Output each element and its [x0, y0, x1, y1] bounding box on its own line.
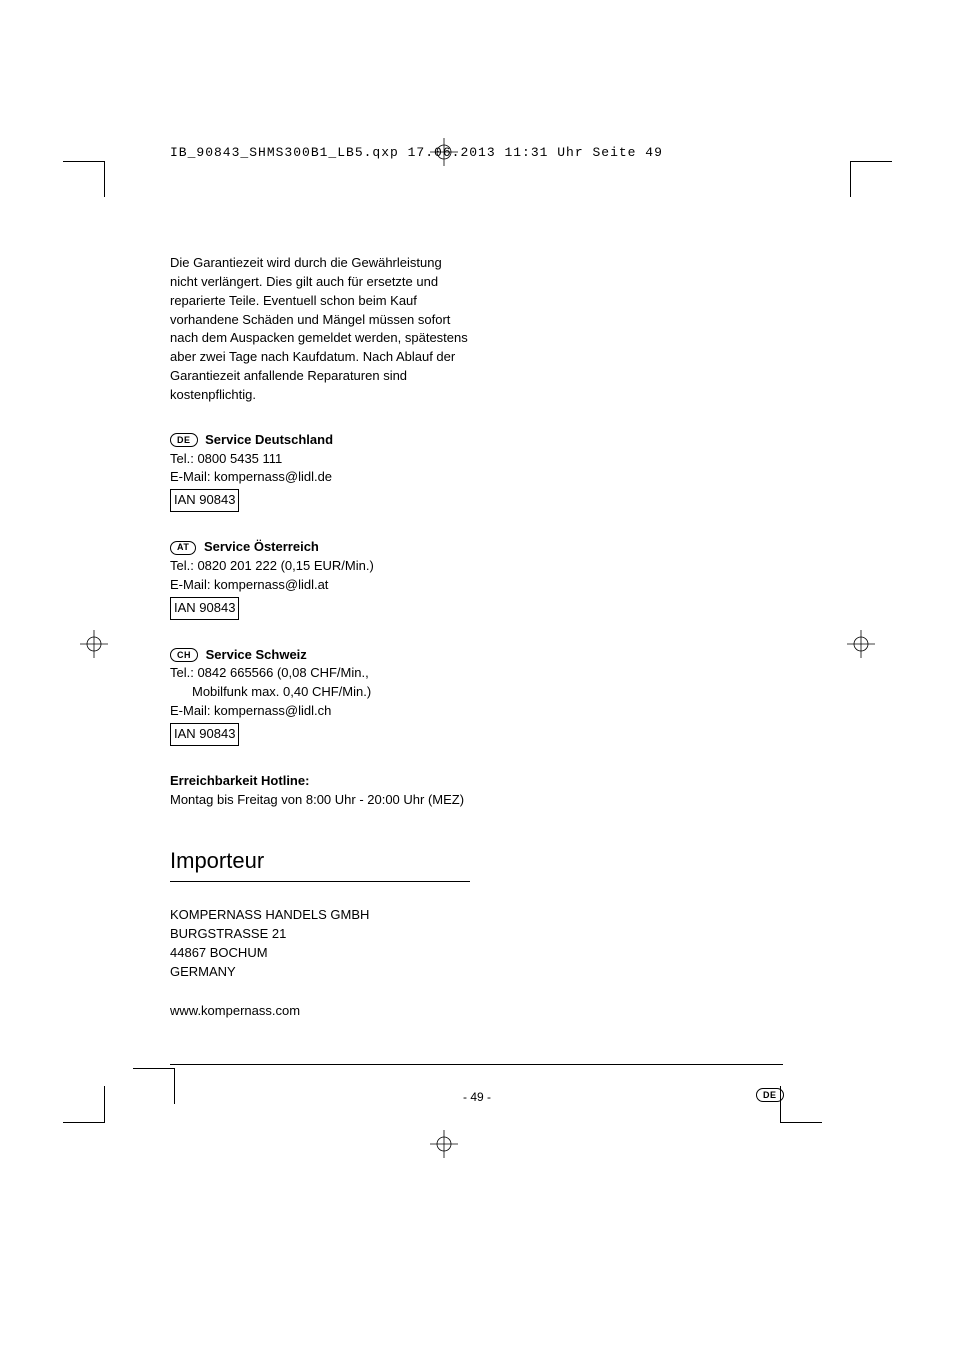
service-at-tel: Tel.: 0820 201 222 (0,15 EUR/Min.) [170, 557, 470, 576]
page-number: - 49 - [0, 1090, 954, 1104]
crop-mark [850, 161, 892, 162]
service-ch: CH Service Schweiz Tel.: 0842 665566 (0,… [170, 646, 470, 746]
service-de-title: Service Deutschland [205, 432, 333, 447]
crop-mark [63, 161, 105, 162]
importer-country: GERMANY [170, 963, 470, 982]
at-badge-icon: AT [170, 541, 196, 555]
footer-de-badge-icon: DE [756, 1088, 784, 1102]
service-ch-email: E-Mail: kompernass@lidl.ch [170, 702, 470, 721]
file-header: IB_90843_SHMS300B1_LB5.qxp 17.06.2013 11… [170, 145, 663, 160]
service-at-ian: IAN 90843 [170, 597, 239, 620]
page-content: Die Garantiezeit wird durch die Gewährle… [170, 254, 470, 1021]
importer-block: KOMPERNASS HANDELS GMBH BURGSTRASSE 21 4… [170, 906, 470, 1020]
importer-web: www.kompernass.com [170, 1002, 470, 1021]
importer-heading: Importeur [170, 845, 470, 882]
service-at: AT Service Österreich Tel.: 0820 201 222… [170, 538, 470, 619]
warranty-paragraph: Die Garantiezeit wird durch die Gewährle… [170, 254, 470, 405]
service-at-email: E-Mail: kompernass@lidl.at [170, 576, 470, 595]
crop-mark [780, 1122, 822, 1123]
importer-street: BURGSTRASSE 21 [170, 925, 470, 944]
crop-mark [850, 161, 851, 197]
hotline-hours: Montag bis Freitag von 8:00 Uhr - 20:00 … [170, 791, 470, 810]
service-ch-ian: IAN 90843 [170, 723, 239, 746]
service-ch-title: Service Schweiz [206, 647, 307, 662]
hotline-title: Erreichbarkeit Hotline: [170, 772, 470, 791]
registration-mark-icon [430, 1130, 458, 1158]
crop-mark [133, 1068, 175, 1069]
service-de-tel: Tel.: 0800 5435 111 [170, 450, 470, 469]
service-de: DE Service Deutschland Tel.: 0800 5435 1… [170, 431, 470, 512]
service-ch-tel2: Mobilfunk max. 0,40 CHF/Min.) [170, 683, 470, 702]
service-de-email: E-Mail: kompernass@lidl.de [170, 468, 470, 487]
crop-mark [63, 1122, 105, 1123]
service-de-ian: IAN 90843 [170, 489, 239, 512]
importer-city: 44867 BOCHUM [170, 944, 470, 963]
hotline-block: Erreichbarkeit Hotline: Montag bis Freit… [170, 772, 470, 810]
de-badge-icon: DE [170, 433, 198, 447]
service-ch-tel: Tel.: 0842 665566 (0,08 CHF/Min., [170, 664, 470, 683]
service-at-title: Service Österreich [204, 539, 319, 554]
registration-mark-icon [847, 630, 875, 658]
registration-mark-icon [430, 138, 458, 166]
ch-badge-icon: CH [170, 648, 198, 662]
footer-rule [170, 1064, 783, 1065]
crop-mark [104, 161, 105, 197]
importer-name: KOMPERNASS HANDELS GMBH [170, 906, 470, 925]
registration-mark-icon [80, 630, 108, 658]
